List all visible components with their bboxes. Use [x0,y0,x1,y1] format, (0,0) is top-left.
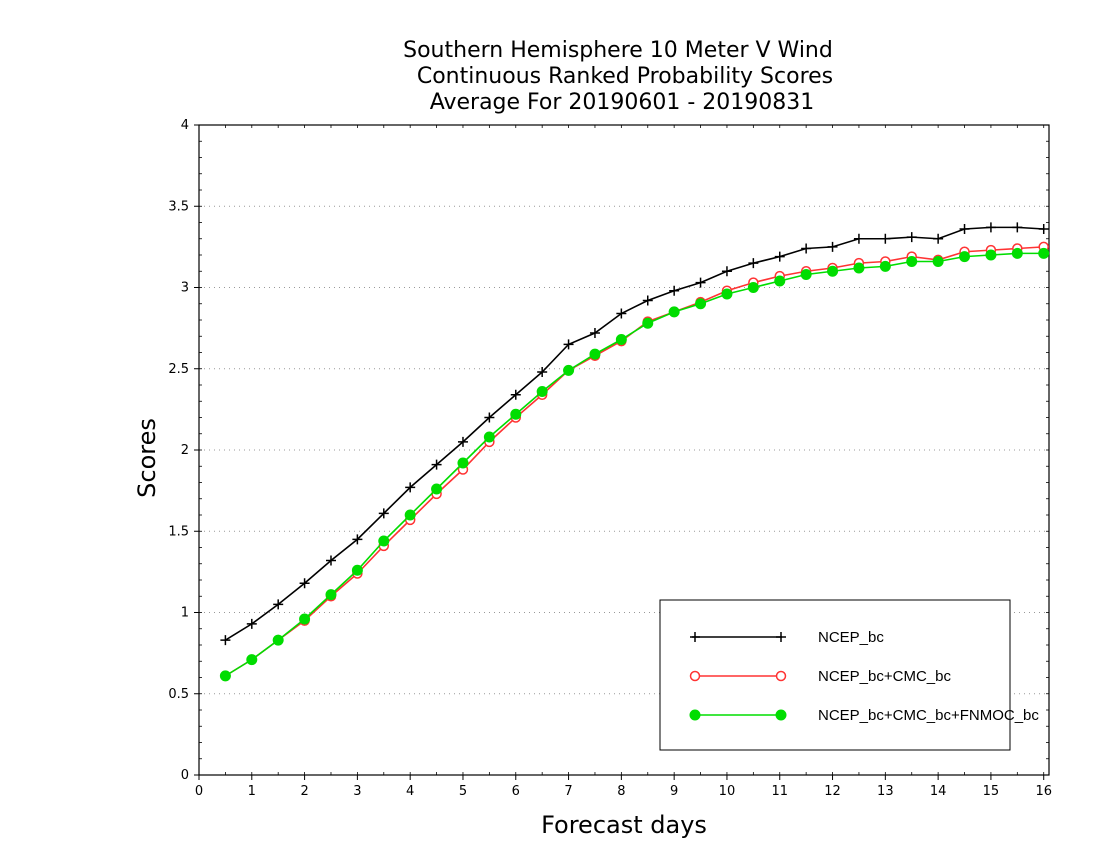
series-3-point [800,269,812,280]
legend-marker [689,709,701,721]
axis-ticks [194,124,1049,780]
legend: NCEP_bc NCEP_bc+CMC_bc NCEP_bc+CMC_bc+FNMO… [659,599,1039,751]
y-tick-label: 0.5 [168,687,189,702]
legend-item-3: NCEP_bc+CMC_bc+FNMOC_bc [689,707,1039,724]
series-3-point [1038,247,1050,259]
legend-box [659,599,1011,751]
legend-marker [689,670,701,682]
series-3-point [747,282,759,293]
x-tick-label: 15 [983,784,1000,799]
x-tick-label: 8 [617,784,625,799]
series-3-point [589,348,601,360]
chart-title: Southern Hemisphere 10 Meter V Wind Cont… [403,38,833,115]
series-3-point [615,334,627,345]
x-tick-label: 5 [459,784,467,799]
y-tick-labels: 0 0.5 1 1.5 2 2.5 3 3.5 4 [168,118,189,783]
series-3-point [642,317,654,329]
series-3-point [272,634,284,646]
x-tick-label: 6 [512,784,520,799]
series-3-point [985,249,997,261]
legend-marker [775,709,787,721]
x-tick-label: 10 [719,784,736,799]
series-3-point [563,364,575,376]
series-3-point [351,564,363,576]
series-3-point [721,288,733,300]
x-tick-label: 9 [670,784,678,799]
legend-items: NCEP_bc NCEP_bc+CMC_bc NCEP_bc+CMC_bc+FNMO… [689,629,1039,724]
x-tick-labels: 0 1 2 3 4 5 6 7 8 9 10 11 12 13 14 15 16 [195,784,1052,799]
legend-marker [775,670,787,682]
series-3-point [774,275,786,287]
series-3-point [219,670,231,682]
series-3-point [853,262,865,274]
series-3-point [325,589,337,601]
x-tick-label: 3 [353,784,361,799]
series-3-point [431,483,443,495]
legend-label: NCEP_bc+CMC_bc+FNMOC_bc [818,707,1039,724]
y-tick-label: 1.5 [168,524,189,539]
x-tick-label: 4 [406,784,414,799]
series-3-point [246,654,258,666]
legend-label: NCEP_bc+CMC_bc [818,668,951,685]
y-tick-label: 3 [181,281,189,296]
x-tick-label: 0 [195,784,203,799]
chart-title-line-3: Average For 20190601 - 20190831 [430,90,815,115]
series-3-point [536,386,548,397]
y-tick-label: 0 [181,768,189,783]
y-tick-label: 4 [181,118,189,133]
series-3-point [404,509,416,521]
legend-item-2: NCEP_bc+CMC_bc [689,668,951,685]
x-tick-label: 13 [877,784,894,799]
series-3-point [695,298,707,310]
series-3-point [483,431,495,443]
legend-item-1: NCEP_bc [690,629,884,646]
chart-title-line-2: Continuous Ranked Probability Scores [417,64,833,89]
series-layer [219,222,1050,682]
x-tick-label: 1 [248,784,256,799]
series-3-point [1011,247,1023,259]
y-tick-label: 2 [181,443,189,458]
series-3-point [906,256,918,267]
x-tick-label: 2 [300,784,308,799]
x-tick-label: 16 [1035,784,1052,799]
legend-label: NCEP_bc [818,629,884,646]
y-axis-label: Scores [133,418,161,498]
y-tick-label: 3.5 [168,199,189,214]
series-3-point [879,260,891,272]
series-3-point [299,613,311,625]
x-tick-label: 11 [771,784,788,799]
x-tick-label: 12 [824,784,841,799]
series-1 [220,222,1049,646]
y-tick-label: 1 [181,606,189,621]
x-tick-label: 14 [930,784,947,799]
series-3-point [457,457,469,469]
series-3-point [378,535,390,547]
y-tick-label: 2.5 [168,362,189,377]
series-3-point [959,251,971,263]
series-3 [219,247,1050,682]
series-3-point [668,306,680,318]
series-3-point [827,265,839,277]
chart-title-line-1: Southern Hemisphere 10 Meter V Wind [403,38,833,63]
series-3-point [510,408,522,420]
x-tick-label: 7 [564,784,572,799]
x-axis-label: Forecast days [541,811,707,839]
series-3-point [932,256,944,267]
